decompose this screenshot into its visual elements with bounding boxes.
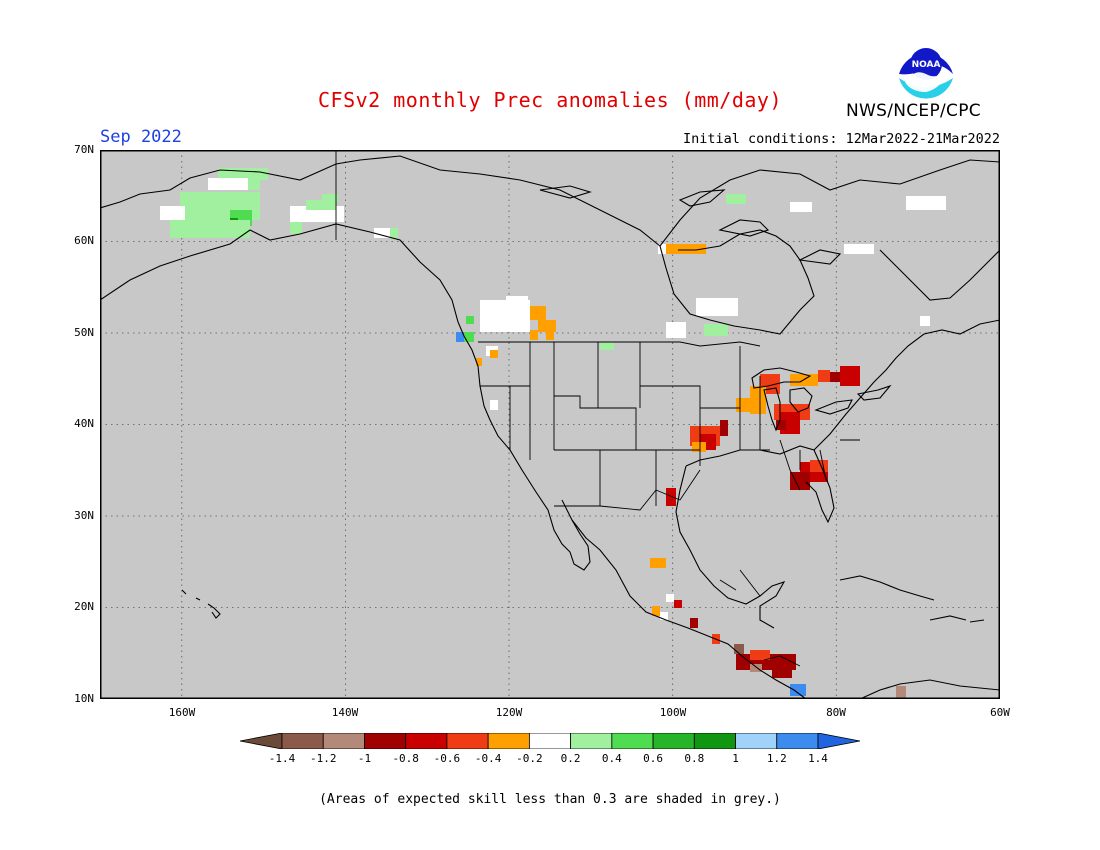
logo-text: NOAA [912, 60, 941, 70]
colorbar-cell [776, 733, 819, 749]
lat-label-10n: 10N [74, 692, 94, 705]
lat-label-20n: 20N [74, 600, 94, 613]
colorbar-label: 1 [732, 752, 739, 765]
colorbar-label: -1 [357, 752, 372, 765]
colorbar-cell [281, 733, 324, 749]
colorbar-label: -0.8 [392, 752, 419, 765]
colorbar-label: 0.4 [601, 752, 622, 765]
colorbar-cell [405, 733, 448, 749]
colorbar-label: -0.2 [516, 752, 543, 765]
precip-anomaly-map [100, 150, 1000, 699]
colorbar-cell [322, 733, 365, 749]
colorbar-triangle-right [817, 733, 860, 749]
lat-label-40n: 40N [74, 417, 94, 430]
skill-footnote: (Areas of expected skill less than 0.3 a… [319, 792, 781, 807]
lon-label-160w: 160W [168, 706, 196, 719]
colorbar-cell [693, 733, 736, 749]
map-frame [100, 150, 1000, 699]
colorbar-cell [446, 733, 489, 749]
colorbar-cell [611, 733, 654, 749]
lat-label-70n: 70N [74, 143, 94, 156]
lat-label-30n: 30N [74, 509, 94, 522]
agency-label: NWS/NCEP/CPC [846, 101, 981, 121]
initial-conditions: Initial conditions: 12Mar2022-21Mar2022 [683, 131, 1000, 147]
colorbar-label: -1.4 [268, 752, 296, 765]
colorbar-label: 1.4 [808, 752, 828, 765]
colorbar-cell [364, 733, 407, 749]
coastlines [100, 155, 1000, 699]
colorbar-label: 0.8 [684, 752, 705, 765]
lon-label-100w: 100W [659, 706, 687, 719]
anomaly-cells [160, 168, 946, 698]
political-boundaries [335, 150, 860, 667]
lat-label-60n: 60N [74, 234, 94, 247]
lon-label-140w: 140W [331, 706, 359, 719]
colorbar-label: 0.6 [643, 752, 663, 765]
colorbar-triangle-left [240, 733, 283, 749]
colorbar-cell [735, 733, 778, 749]
chart-title: CFSv2 monthly Prec anomalies (mm/day) [317, 88, 783, 112]
forecast-month: Sep 2022 [100, 127, 182, 147]
colorbar-label: -0.6 [433, 752, 461, 765]
lon-label-120w: 120W [495, 706, 523, 719]
lat-label-50n: 50N [74, 326, 94, 339]
lon-label-60w: 60W [990, 706, 1010, 719]
colorbar-cell [528, 733, 572, 749]
lon-label-80w: 80W [826, 706, 846, 719]
colorbar-cell [652, 733, 695, 749]
colorbar-cell [487, 733, 530, 749]
colorbar [240, 733, 860, 749]
colorbar-cell [570, 733, 613, 749]
noaa-logo: NOAA [896, 41, 956, 101]
colorbar-label: 1.2 [766, 752, 787, 765]
colorbar-label: 0.2 [560, 752, 581, 765]
colorbar-label: -0.4 [474, 752, 502, 765]
colorbar-label: -1.2 [309, 752, 337, 765]
